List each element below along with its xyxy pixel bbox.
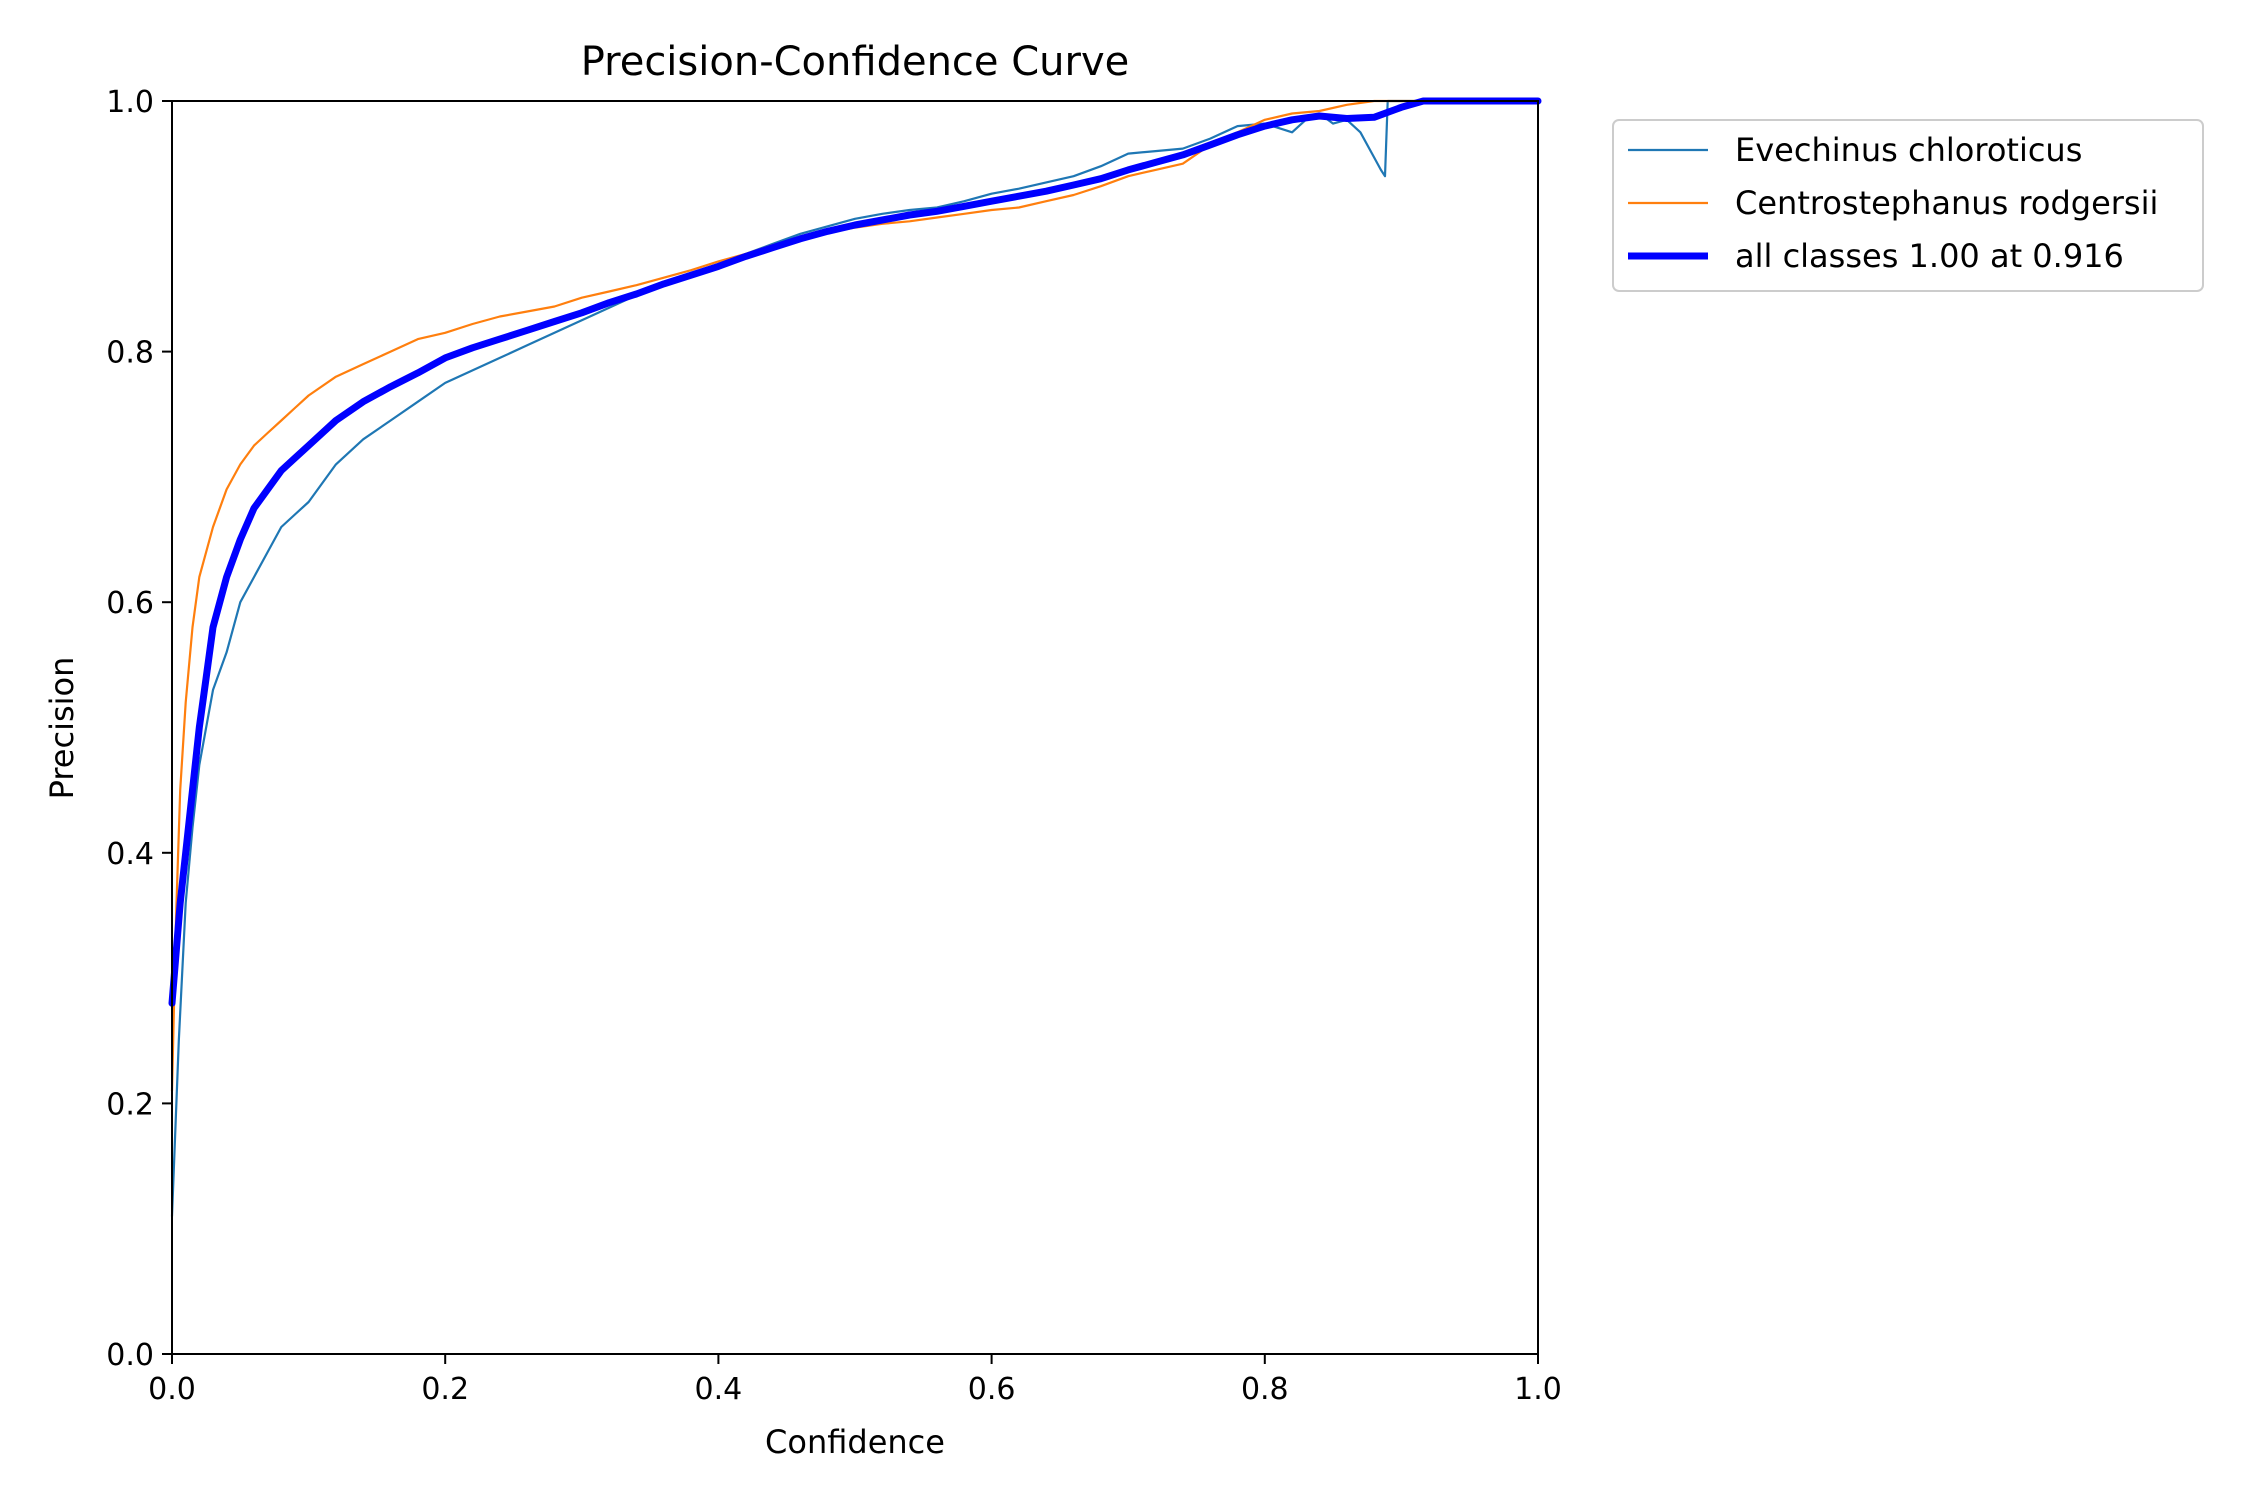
axes-frame [171, 100, 1539, 1355]
y-tick-label: 0.2 [106, 1087, 154, 1122]
y-axis-label: Precision [43, 657, 81, 800]
y-tick-label: 0.4 [106, 837, 154, 872]
x-tick-label: 0.8 [1241, 1372, 1289, 1407]
y-tick-label: 0.0 [106, 1338, 154, 1373]
x-axis-label: Confidence [765, 1423, 945, 1461]
series-line-3 [168, 97, 1542, 1007]
x-tick-label: 0.0 [148, 1372, 196, 1407]
y-tick-label: 1.0 [106, 85, 154, 120]
legend-label: Centrostephanus rodgersii [1735, 184, 2158, 222]
legend-label: Evechinus chloroticus [1735, 131, 2082, 169]
x-tick-label: 0.4 [695, 1372, 743, 1407]
y-tick-label: 0.8 [106, 336, 154, 371]
series-layer [168, 97, 1542, 1218]
x-tick-label: 1.0 [1514, 1372, 1562, 1407]
chart-title: Precision-Confidence Curve [581, 39, 1130, 85]
legend-label: all classes 1.00 at 0.916 [1735, 237, 2124, 275]
y-tick-label: 0.6 [106, 586, 154, 621]
legend-box [1612, 119, 2204, 292]
ticks-layer: 0.0 0.2 0.4 0.6 0.8 1.0 0.0 0.2 0.4 0.6 0.8 1.0 [106, 85, 1562, 1407]
x-tick-label: 0.2 [421, 1372, 469, 1407]
x-tick-label: 0.6 [968, 1372, 1016, 1407]
legend: Evechinus chloroticus Centrostephanus rod… [1612, 119, 2204, 292]
